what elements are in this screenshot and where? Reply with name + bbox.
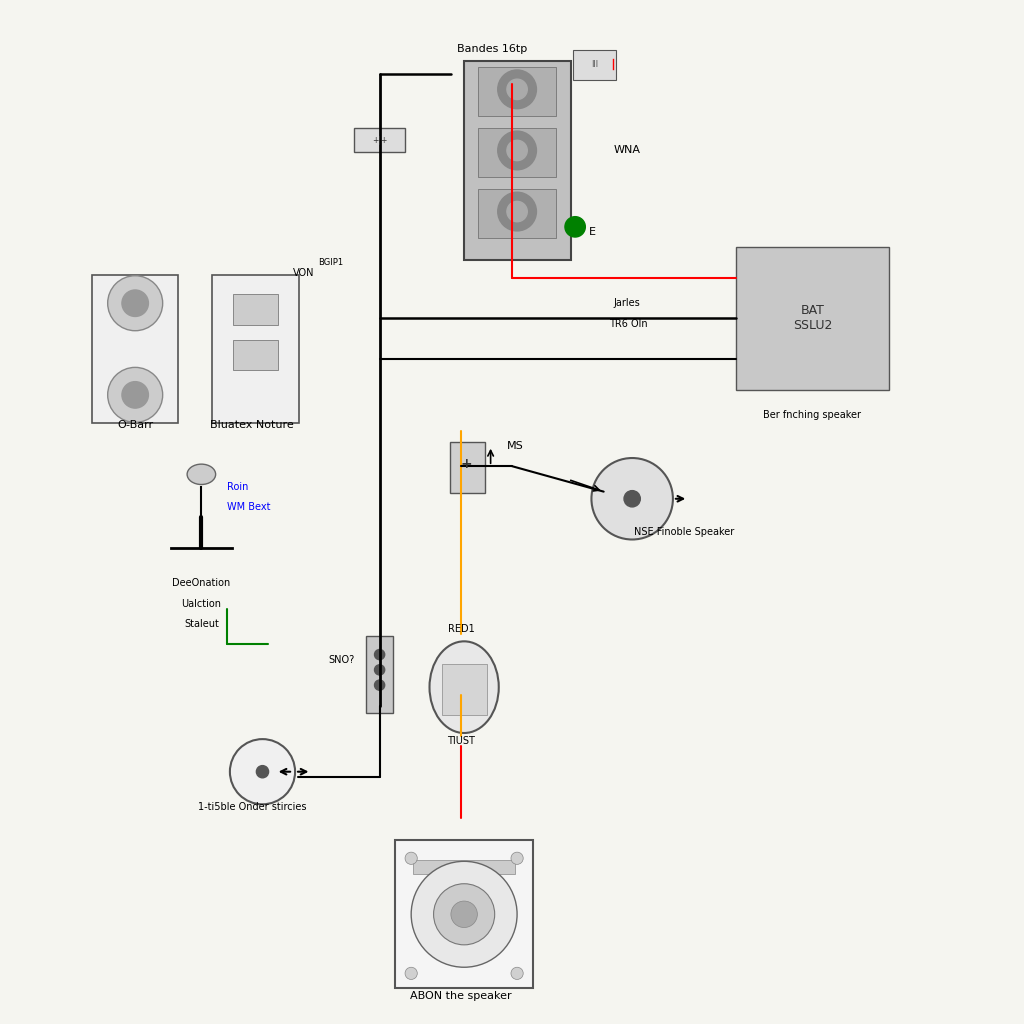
FancyBboxPatch shape	[573, 49, 615, 80]
Text: ABON the speaker: ABON the speaker	[411, 991, 512, 1000]
Text: WNA: WNA	[613, 145, 641, 156]
Circle shape	[375, 665, 385, 675]
FancyBboxPatch shape	[478, 67, 556, 116]
Circle shape	[511, 968, 523, 980]
FancyBboxPatch shape	[736, 247, 889, 390]
FancyBboxPatch shape	[464, 61, 570, 260]
Circle shape	[122, 290, 148, 316]
Text: MS: MS	[507, 440, 523, 451]
Text: TIUST: TIUST	[447, 736, 475, 746]
Circle shape	[406, 852, 418, 864]
FancyBboxPatch shape	[395, 841, 532, 988]
Circle shape	[412, 861, 517, 968]
Circle shape	[498, 70, 537, 109]
Circle shape	[565, 217, 586, 237]
Circle shape	[122, 382, 148, 409]
FancyBboxPatch shape	[414, 860, 515, 874]
Text: RED1: RED1	[447, 624, 474, 634]
Circle shape	[406, 968, 418, 980]
Circle shape	[507, 140, 527, 161]
Text: 1-ti5ble Onder stircies: 1-ti5ble Onder stircies	[198, 803, 306, 812]
Text: SNO?: SNO?	[328, 654, 354, 665]
Circle shape	[433, 884, 495, 945]
Ellipse shape	[429, 641, 499, 733]
Text: O-Barr: O-Barr	[117, 421, 154, 430]
Circle shape	[375, 649, 385, 659]
Text: Bandes 16tp: Bandes 16tp	[457, 44, 526, 53]
Text: Roin: Roin	[227, 481, 248, 492]
FancyBboxPatch shape	[92, 275, 178, 423]
Circle shape	[624, 490, 640, 507]
Circle shape	[230, 739, 295, 804]
FancyBboxPatch shape	[354, 128, 406, 153]
FancyBboxPatch shape	[212, 275, 299, 423]
FancyBboxPatch shape	[450, 441, 484, 493]
Text: BGIP1: BGIP1	[318, 258, 344, 267]
Text: Ualction: Ualction	[181, 599, 221, 608]
Circle shape	[592, 458, 673, 540]
Circle shape	[256, 766, 268, 778]
FancyBboxPatch shape	[232, 340, 278, 371]
Circle shape	[498, 193, 537, 230]
Text: BAT
SSLU2: BAT SSLU2	[793, 304, 833, 333]
Text: VON: VON	[293, 267, 314, 278]
Text: NSE Finoble Speaker: NSE Finoble Speaker	[634, 527, 734, 538]
Circle shape	[375, 680, 385, 690]
Circle shape	[498, 131, 537, 170]
Circle shape	[511, 852, 523, 864]
Text: DeeOnation: DeeOnation	[172, 579, 230, 589]
FancyBboxPatch shape	[441, 664, 486, 715]
Circle shape	[507, 202, 527, 222]
FancyBboxPatch shape	[478, 189, 556, 238]
Text: Ber fnching speaker: Ber fnching speaker	[764, 411, 861, 420]
Circle shape	[108, 368, 163, 422]
Circle shape	[108, 275, 163, 331]
Ellipse shape	[187, 464, 216, 484]
Circle shape	[507, 79, 527, 99]
Text: Jarles: Jarles	[613, 298, 641, 308]
Text: |||: |||	[591, 60, 598, 68]
Text: TR6 Oln: TR6 Oln	[608, 318, 647, 329]
FancyBboxPatch shape	[367, 636, 393, 713]
FancyBboxPatch shape	[478, 128, 556, 177]
Circle shape	[451, 901, 477, 928]
Text: +|+: +|+	[372, 136, 387, 144]
Text: Staleut: Staleut	[184, 620, 219, 629]
Text: WM Bext: WM Bext	[227, 502, 270, 512]
FancyBboxPatch shape	[232, 294, 278, 325]
Text: +: +	[461, 457, 472, 471]
Text: E: E	[589, 227, 595, 237]
Text: Bluatex Noture: Bluatex Noture	[210, 421, 294, 430]
